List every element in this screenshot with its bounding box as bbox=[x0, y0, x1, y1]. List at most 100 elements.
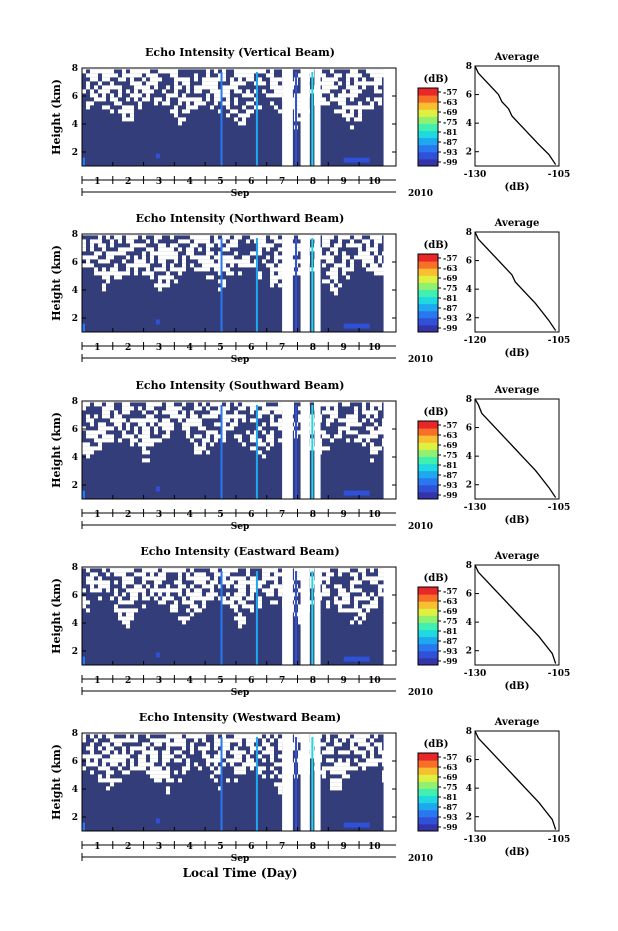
no-data-cell bbox=[230, 576, 234, 581]
no-data-cell bbox=[182, 267, 186, 272]
no-data-cell bbox=[226, 255, 230, 260]
no-data-cell bbox=[222, 750, 226, 755]
no-data-cell bbox=[270, 774, 274, 779]
no-data-cell bbox=[134, 430, 138, 435]
no-data-cell bbox=[198, 259, 202, 264]
no-data-cell bbox=[154, 770, 158, 775]
no-data-cell bbox=[334, 267, 338, 272]
no-data-cell bbox=[278, 592, 282, 597]
no-data-cell bbox=[90, 450, 94, 455]
no-data-cell bbox=[262, 576, 266, 581]
no-data-cell bbox=[222, 406, 226, 411]
no-data-cell bbox=[250, 406, 254, 411]
no-data-cell bbox=[342, 251, 346, 256]
no-data-cell bbox=[114, 422, 118, 427]
colorbar-tick-label: -87 bbox=[443, 470, 457, 480]
no-data-cell bbox=[122, 117, 126, 122]
no-data-cell bbox=[206, 267, 210, 272]
no-data-cell bbox=[370, 418, 374, 423]
no-data-cell bbox=[234, 734, 238, 739]
no-data-cell bbox=[126, 422, 130, 427]
no-data-cell bbox=[234, 592, 238, 597]
no-data-cell bbox=[86, 434, 90, 439]
no-data-cell bbox=[106, 572, 110, 577]
no-data-cell bbox=[198, 446, 202, 451]
no-data-cell bbox=[130, 93, 134, 98]
no-data-cell bbox=[326, 402, 330, 407]
no-data-cell bbox=[342, 105, 346, 110]
no-data-cell bbox=[270, 69, 274, 74]
y-tick-label: 4 bbox=[72, 286, 78, 296]
no-data-cell bbox=[234, 97, 238, 102]
no-data-cell bbox=[270, 422, 274, 427]
no-data-cell bbox=[178, 121, 182, 126]
no-data-cell bbox=[82, 766, 86, 771]
no-data-cell bbox=[370, 410, 374, 415]
no-data-cell bbox=[222, 259, 226, 264]
no-data-cell bbox=[82, 596, 86, 601]
no-data-cell bbox=[158, 259, 162, 264]
no-data-cell bbox=[102, 287, 106, 292]
no-data-cell bbox=[330, 255, 334, 260]
no-data-cell bbox=[334, 275, 338, 280]
no-data-cell bbox=[106, 746, 110, 751]
no-data-cell bbox=[106, 105, 110, 110]
no-data-cell bbox=[166, 770, 170, 775]
no-data-cell bbox=[206, 69, 210, 74]
no-data-cell bbox=[194, 418, 198, 423]
no-data-cell bbox=[266, 438, 270, 443]
no-data-cell bbox=[142, 259, 146, 264]
month-label: Sep bbox=[231, 355, 250, 365]
no-data-cell bbox=[82, 604, 86, 609]
no-data-cell bbox=[102, 85, 106, 90]
no-data-cell bbox=[118, 778, 122, 783]
no-data-cell bbox=[110, 109, 114, 114]
no-data-cell bbox=[374, 251, 378, 256]
no-data-cell bbox=[222, 422, 226, 427]
profile-x-label: (dB) bbox=[505, 182, 530, 193]
profile-y-tick-label: 2 bbox=[466, 148, 472, 158]
no-data-cell bbox=[218, 770, 222, 775]
no-data-cell bbox=[298, 758, 302, 763]
no-data-cell bbox=[86, 85, 90, 90]
no-data-cell bbox=[110, 85, 114, 90]
colorbar-segment bbox=[418, 102, 438, 110]
no-data-cell bbox=[126, 608, 130, 613]
no-data-cell bbox=[222, 263, 226, 268]
no-data-cell bbox=[238, 113, 242, 118]
no-data-cell bbox=[102, 267, 106, 272]
no-data-cell bbox=[210, 243, 214, 248]
no-data-cell bbox=[222, 434, 226, 439]
colorbar-segment bbox=[418, 324, 438, 333]
no-data-cell bbox=[170, 402, 174, 407]
no-data-cell bbox=[126, 263, 130, 268]
no-data-cell bbox=[258, 271, 262, 276]
no-data-cell bbox=[194, 89, 198, 94]
colorbar-segment bbox=[418, 421, 438, 429]
no-data-cell bbox=[154, 568, 158, 573]
no-data-cell bbox=[354, 600, 358, 605]
no-data-cell bbox=[106, 414, 110, 419]
no-data-cell bbox=[270, 600, 274, 605]
no-data-cell bbox=[194, 450, 198, 455]
no-data-cell bbox=[378, 588, 382, 593]
no-data-cell bbox=[194, 422, 198, 427]
no-data-cell bbox=[82, 239, 86, 244]
no-data-cell bbox=[374, 422, 378, 427]
no-data-cell bbox=[358, 608, 362, 613]
no-data-cell bbox=[238, 750, 242, 755]
no-data-cell bbox=[370, 738, 374, 743]
no-data-cell bbox=[126, 255, 130, 260]
no-data-cell bbox=[178, 758, 182, 763]
no-data-cell bbox=[118, 758, 122, 763]
y-tick-label: 8 bbox=[72, 230, 78, 240]
no-data-cell bbox=[102, 89, 106, 94]
no-data-cell bbox=[178, 239, 182, 244]
no-data-cell bbox=[222, 239, 226, 244]
no-data-cell bbox=[198, 97, 202, 102]
no-data-cell bbox=[158, 275, 162, 280]
no-data-cell bbox=[354, 596, 358, 601]
no-data-cell bbox=[150, 770, 154, 775]
no-data-cell bbox=[262, 766, 266, 771]
no-data-cell bbox=[230, 750, 234, 755]
